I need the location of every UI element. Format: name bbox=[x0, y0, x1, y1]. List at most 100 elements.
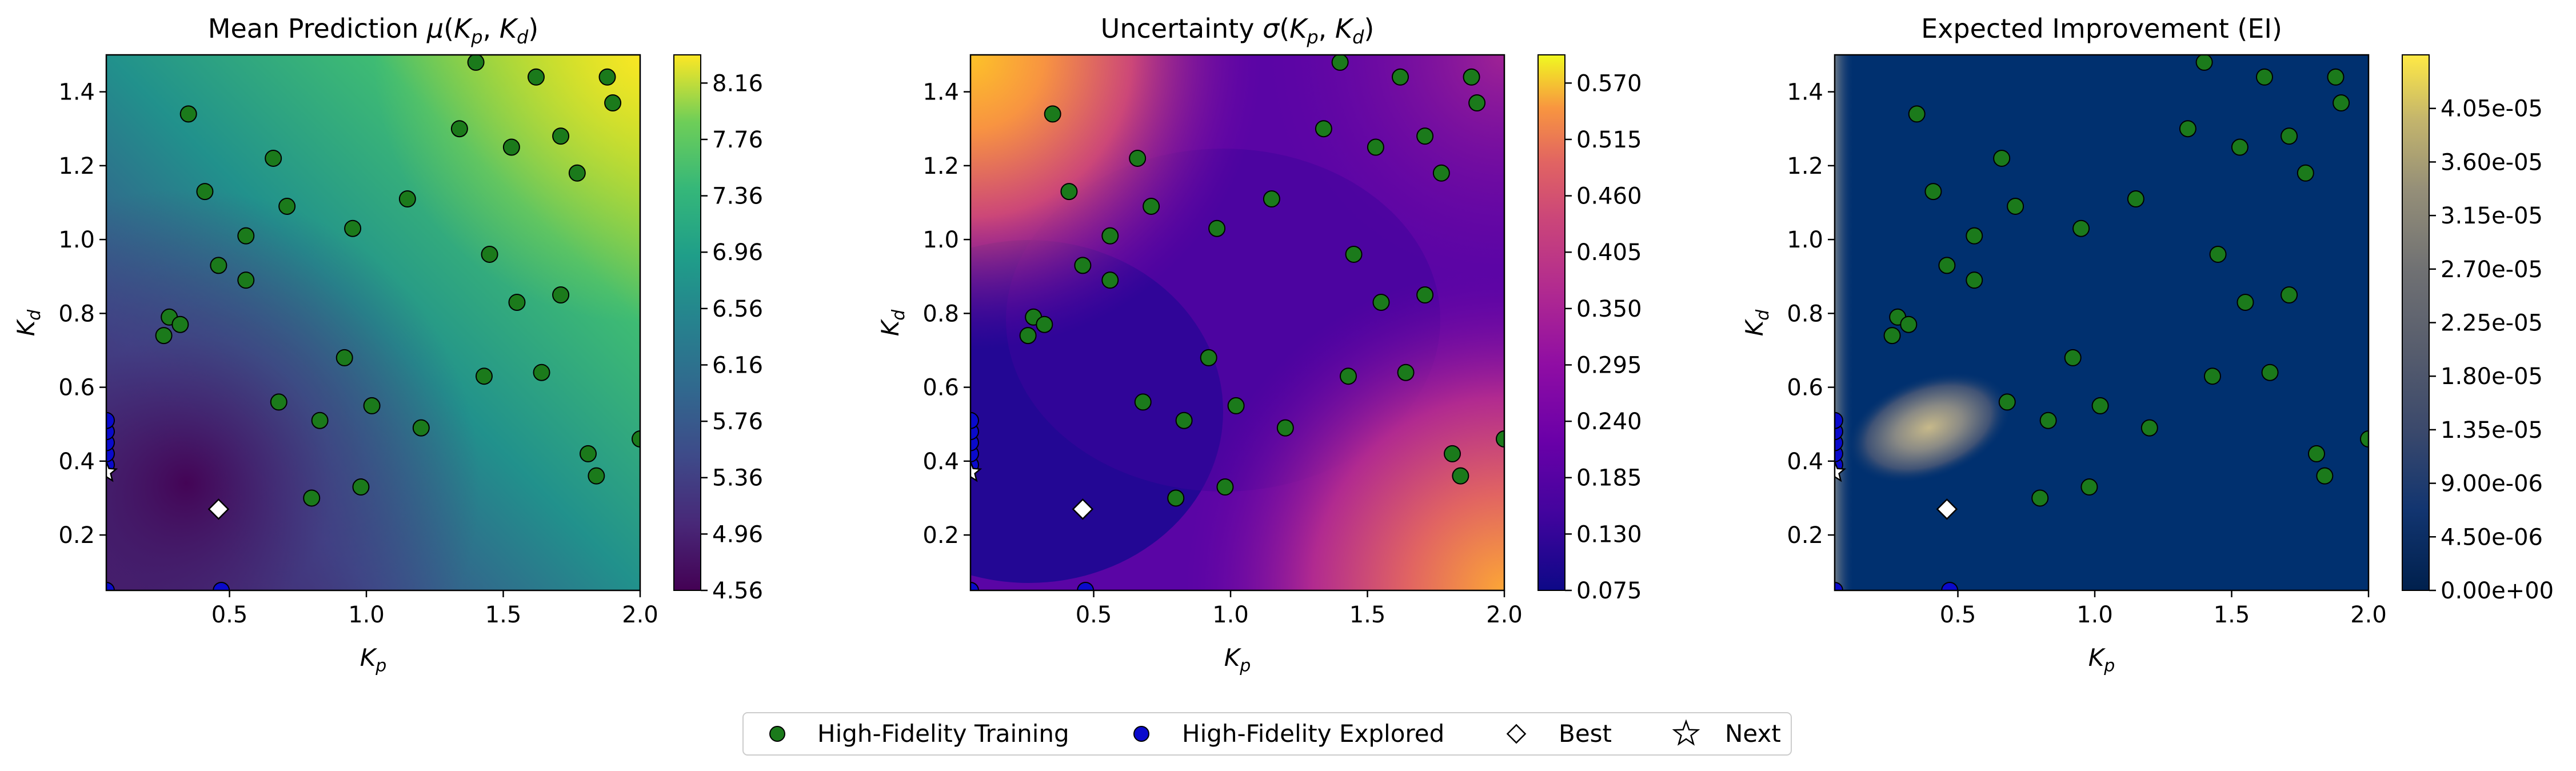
y-axis-label: Kd bbox=[876, 309, 909, 337]
training-point bbox=[450, 120, 468, 138]
colorbar-tick-label: 4.56 bbox=[712, 578, 763, 604]
training-point bbox=[278, 197, 296, 215]
training-point bbox=[1331, 55, 1349, 71]
axes-frame bbox=[105, 54, 641, 592]
training-point bbox=[552, 286, 570, 304]
training-point bbox=[2261, 363, 2279, 381]
colorbar: 0.00e+00 4.50e-06 9.00e-06 1.35e-05 1.80e-05… bbox=[2402, 54, 2554, 604]
training-point bbox=[303, 489, 321, 507]
legend-marker-explored bbox=[1133, 726, 1149, 742]
training-point bbox=[2360, 430, 2369, 448]
training-point bbox=[568, 164, 586, 182]
colorbar-tick-label: 4.50e-06 bbox=[2441, 524, 2543, 550]
x-tick-label: 2.0 bbox=[2350, 602, 2387, 628]
axes-frame bbox=[1834, 54, 2370, 592]
training-point bbox=[1175, 412, 1193, 429]
training-point bbox=[2140, 419, 2158, 437]
colorbar-tick-label: 0.00e+00 bbox=[2441, 578, 2554, 604]
training-point bbox=[352, 478, 370, 496]
colorbar-tick-label: 7.36 bbox=[712, 183, 763, 210]
colorbar-tick-label: 2.70e-05 bbox=[2441, 257, 2543, 283]
y-tick-label: 1.4 bbox=[922, 79, 959, 106]
heatmap bbox=[1835, 55, 2369, 590]
colorbar-tick-label: 0.460 bbox=[1576, 183, 1642, 210]
explored-point bbox=[971, 412, 979, 429]
training-point bbox=[467, 55, 485, 71]
training-point bbox=[2064, 349, 2082, 366]
training-point bbox=[1966, 227, 1983, 245]
y-tick-label: 1.0 bbox=[58, 227, 95, 253]
training-point bbox=[2281, 127, 2298, 145]
axes-frame bbox=[969, 54, 1505, 592]
explored-point bbox=[1835, 412, 1843, 429]
training-point bbox=[1208, 219, 1226, 237]
training-point bbox=[1416, 286, 1434, 304]
training-point bbox=[588, 467, 605, 485]
colorbar-tick-label: 0.075 bbox=[1576, 578, 1642, 604]
colorbar-tick-label: 2.25e-05 bbox=[2441, 310, 2543, 337]
x-axis-label: Kp bbox=[1224, 644, 1251, 676]
x-axis-label: Kp bbox=[360, 644, 387, 676]
training-point bbox=[344, 219, 362, 237]
legend-label-next: Next bbox=[1725, 720, 1781, 748]
training-point bbox=[179, 105, 197, 123]
legend: High-Fidelity Training High-Fidelity Exp… bbox=[742, 712, 1792, 756]
training-point bbox=[210, 257, 227, 274]
training-point bbox=[171, 315, 189, 333]
training-point bbox=[412, 419, 430, 437]
y-tick-label: 0.2 bbox=[1787, 522, 1823, 549]
heatmap bbox=[971, 55, 1504, 590]
training-point bbox=[2072, 219, 2090, 237]
training-point bbox=[1143, 197, 1160, 215]
training-point bbox=[1372, 293, 1390, 311]
training-point bbox=[2333, 94, 2350, 112]
training-point bbox=[1074, 257, 1092, 274]
x-axis-label: Kp bbox=[2088, 644, 2115, 676]
y-tick-label: 0.4 bbox=[1787, 449, 1823, 475]
training-point bbox=[1060, 183, 1078, 201]
expected-improvement-panel: Expected Improvement (EI) 0.5 1.0 1.5 2.0 0… bbox=[1740, 13, 2554, 676]
training-point bbox=[527, 68, 545, 86]
training-point bbox=[2127, 190, 2144, 208]
x-tick-label: 1.0 bbox=[348, 602, 385, 628]
training-point bbox=[2255, 68, 2273, 86]
y-tick-label: 0.8 bbox=[1787, 301, 1823, 327]
training-point bbox=[2297, 164, 2314, 182]
training-point bbox=[1101, 227, 1119, 245]
legend-marker-best bbox=[1506, 724, 1527, 744]
x-tick-label: 1.5 bbox=[485, 602, 522, 628]
training-point bbox=[604, 94, 622, 112]
training-point bbox=[1496, 430, 1504, 448]
next-point-marker bbox=[106, 460, 118, 482]
y-tick-label: 0.2 bbox=[922, 522, 959, 549]
colorbar-tick-label: 0.405 bbox=[1576, 239, 1642, 266]
colorbar-tick-label: 1.80e-05 bbox=[2441, 363, 2543, 390]
training-point bbox=[1908, 105, 1926, 123]
x-tick-label: 2.0 bbox=[622, 602, 658, 628]
training-point bbox=[2231, 138, 2248, 156]
training-point bbox=[1452, 467, 1469, 485]
next-point-marker bbox=[1835, 460, 1847, 482]
training-point bbox=[2203, 367, 2221, 385]
y-axis-label: Kd bbox=[12, 309, 45, 337]
y-tick-label: 0.2 bbox=[58, 522, 95, 549]
panel-title: Mean Prediction μ(Kp, Kd) bbox=[208, 13, 539, 48]
training-point bbox=[1227, 397, 1245, 414]
x-tick-label: 0.5 bbox=[211, 602, 248, 628]
legend-item-explored: High-Fidelity Explored bbox=[1133, 720, 1444, 748]
training-point bbox=[1391, 68, 1409, 86]
training-point bbox=[155, 327, 173, 345]
training-point bbox=[2236, 293, 2254, 311]
colorbar-tick-label: 1.35e-05 bbox=[2441, 417, 2543, 444]
training-point bbox=[2007, 197, 2024, 215]
training-point bbox=[1167, 489, 1185, 507]
y-tick-label: 1.2 bbox=[922, 153, 959, 179]
colorbar-tick-label: 0.350 bbox=[1576, 296, 1642, 322]
training-point bbox=[632, 430, 640, 448]
training-point bbox=[2031, 489, 2049, 507]
x-tick-label: 0.5 bbox=[1940, 602, 1976, 628]
training-point bbox=[398, 190, 416, 208]
y-tick-label: 1.4 bbox=[58, 79, 95, 106]
training-point bbox=[311, 412, 329, 429]
colorbar: 4.56 4.96 5.36 5.76 6.16 6.56 6.96 7.36 7.76 8.16 bbox=[673, 54, 763, 604]
